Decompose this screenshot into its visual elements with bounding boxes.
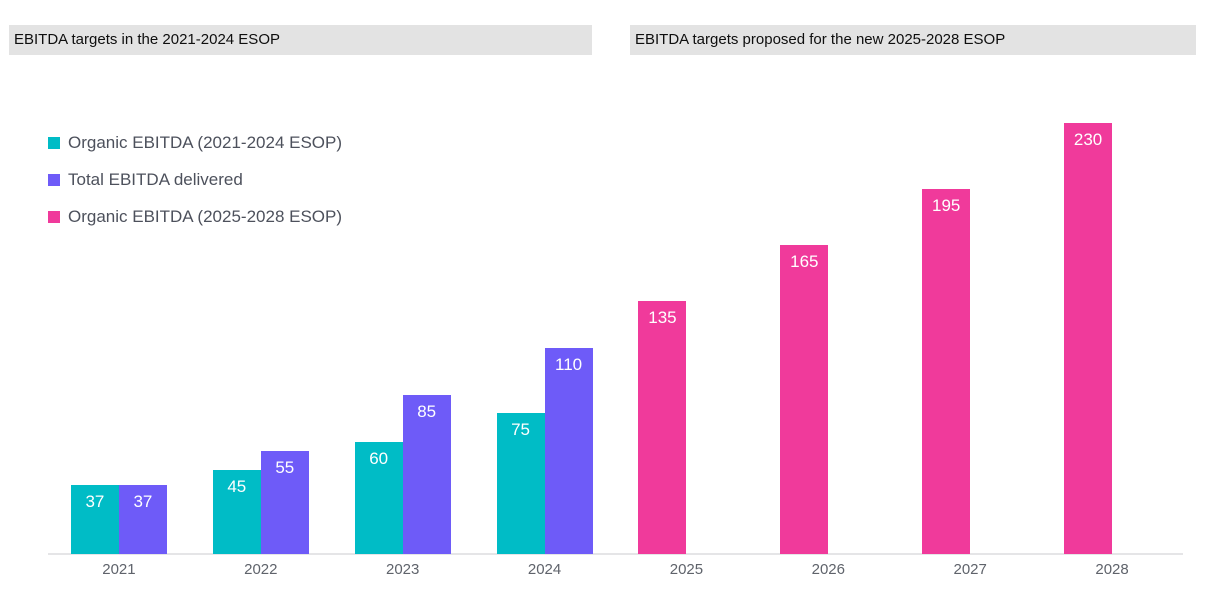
x-axis-label: 2021	[102, 561, 136, 578]
bar: 37	[118, 485, 167, 554]
bar: 45	[212, 470, 261, 554]
legend: Organic EBITDA (2021-2024 ESOP) Total EBI…	[48, 133, 342, 244]
x-axis-label: 2024	[527, 561, 562, 578]
bar: 85	[402, 395, 451, 554]
bar-value-label: 110	[555, 355, 583, 374]
bar: 60	[354, 442, 403, 554]
bar-value-label: 165	[790, 252, 819, 271]
bar: 110	[544, 348, 593, 554]
bar-value-label: 75	[511, 420, 531, 439]
left-panel-title: EBITDA targets in the 2021-2024 ESOP	[9, 25, 592, 55]
bar: 37	[70, 485, 119, 554]
legend-item-label: Organic EBITDA (2025-2028 ESOP)	[68, 207, 343, 226]
bar-value-label: 60	[369, 449, 389, 468]
x-axis-label: 2022	[244, 561, 278, 578]
legend-item: Total EBITDA delivered	[48, 170, 342, 190]
x-axis-label: 2025	[669, 561, 704, 578]
x-axis-label: 2023	[386, 561, 420, 578]
bar: 230	[1064, 123, 1113, 554]
bar-value-label: 195	[932, 196, 961, 215]
legend-item: Organic EBITDA (2025-2028 ESOP)	[48, 207, 342, 227]
bar-value-label: 55	[275, 458, 295, 477]
bar-value-label: 135	[648, 308, 677, 327]
x-axis-label: 2027	[953, 561, 987, 578]
bar: 75	[496, 413, 545, 554]
bar: 55	[260, 451, 309, 554]
x-axis-line	[48, 553, 1183, 555]
bar-value-label: 37	[85, 492, 105, 511]
x-axis-label: 2026	[811, 561, 845, 578]
bar: 135	[638, 301, 687, 554]
bar-value-label: 45	[227, 477, 247, 496]
legend-swatch-icon	[48, 174, 60, 186]
legend-item: Organic EBITDA (2021-2024 ESOP)	[48, 133, 342, 153]
right-panel-title: EBITDA targets proposed for the new 2025…	[630, 25, 1196, 55]
bar-value-label: 85	[417, 402, 437, 421]
legend-item-label: Total EBITDA delivered	[68, 170, 243, 189]
bar: 195	[922, 189, 971, 554]
bar: 165	[780, 245, 829, 554]
legend-swatch-icon	[48, 211, 60, 223]
bar-value-label: 230	[1073, 130, 1103, 149]
x-axis-label: 2028	[1095, 561, 1129, 578]
legend-item-label: Organic EBITDA (2021-2024 ESOP)	[68, 133, 343, 152]
legend-swatch-icon	[48, 137, 60, 149]
bar-value-label: 37	[133, 492, 153, 511]
